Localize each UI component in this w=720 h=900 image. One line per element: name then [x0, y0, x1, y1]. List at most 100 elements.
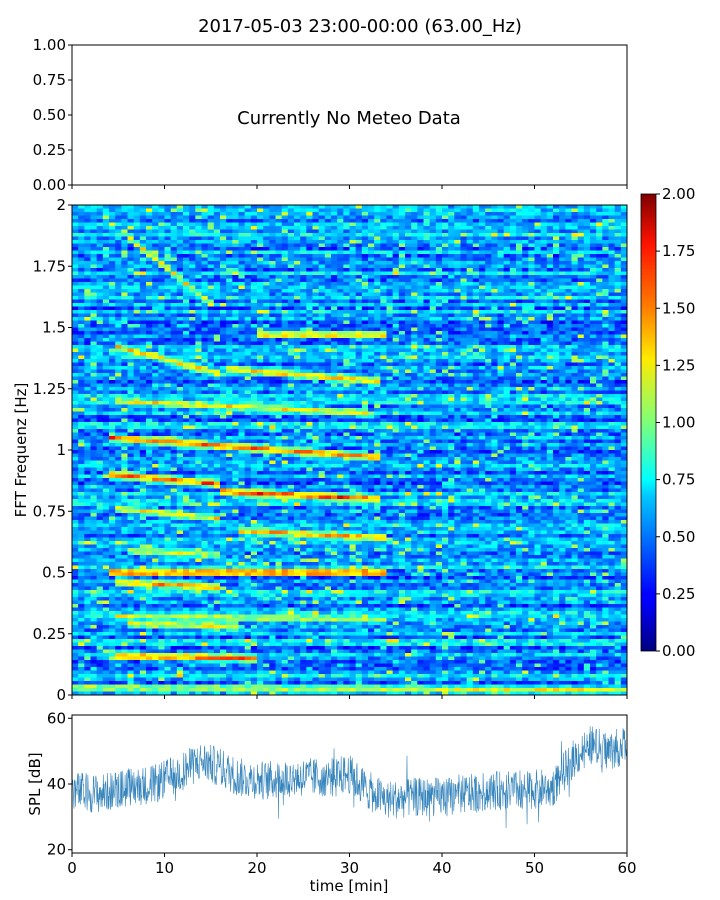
spectrogram-cell — [263, 236, 270, 241]
spectrogram-cell — [479, 310, 486, 314]
spectrogram-cell — [183, 268, 190, 272]
spectrogram-cell — [195, 289, 202, 293]
spectrogram-cell — [238, 303, 246, 307]
spectrogram-cell — [596, 369, 603, 374]
spectrogram-cell — [133, 268, 141, 272]
spectrogram-cell — [226, 243, 233, 248]
spectrogram-cell — [275, 236, 283, 241]
spectrogram-cell — [84, 247, 91, 251]
spectrogram-cell — [287, 299, 295, 304]
spectrogram-cell — [78, 268, 85, 272]
spectrogram-cell — [503, 292, 511, 297]
spectrogram-cell — [553, 338, 560, 342]
spectrogram-cell — [324, 278, 332, 283]
spectrogram-cell — [590, 334, 597, 339]
spectrogram-cell — [343, 205, 350, 209]
spectrogram-cell — [78, 215, 85, 220]
spectrogram-cell — [72, 394, 79, 398]
spectrogram-cell — [577, 352, 585, 356]
spectrogram-cell — [102, 215, 110, 220]
spectrogram-cell — [620, 268, 628, 272]
spectrogram-cell — [238, 278, 246, 283]
spectrogram-cell — [226, 390, 233, 395]
spectrogram-cell — [226, 306, 233, 311]
spectrogram-cell — [96, 373, 104, 377]
spectrogram-cell — [84, 285, 91, 290]
spectrogram-cell — [220, 282, 227, 286]
spectrogram-cell — [207, 243, 215, 248]
spectrogram-cell — [454, 331, 461, 335]
spectrogram-cell — [207, 331, 215, 335]
spectrogram-cell — [102, 222, 110, 227]
spectrogram-cell — [534, 359, 542, 363]
spectrogram-cell — [355, 212, 363, 216]
spectrogram-cell — [534, 320, 542, 325]
spectrogram-cell — [275, 233, 283, 237]
spectrogram-cell — [84, 250, 91, 255]
spectrogram-cell — [571, 275, 579, 279]
spectrogram-cell — [491, 275, 498, 279]
spectrogram-cell — [380, 373, 387, 377]
spectrogram-cell — [115, 215, 122, 220]
spectrogram-cell — [479, 215, 486, 220]
spectrogram-cell — [213, 373, 221, 377]
spectrogram-cell — [466, 334, 474, 339]
spectrogram-cell — [109, 254, 116, 258]
spectrogram-cell — [127, 240, 135, 244]
spectrogram-cell — [96, 226, 104, 230]
spectrogram-cell — [534, 271, 542, 276]
spectrogram-cell — [331, 390, 338, 395]
spectrogram-cell — [368, 222, 375, 227]
spectrogram-cell — [516, 387, 523, 391]
spectrogram-cell — [78, 394, 85, 398]
spectrogram-cell — [294, 390, 301, 395]
spectrogram-cell — [423, 359, 431, 363]
spectrogram-cell — [590, 376, 597, 381]
spectrogram-cell — [300, 285, 307, 290]
spectrogram-cell — [84, 226, 91, 230]
spectrogram-cell — [466, 229, 474, 234]
spectrogram-cell — [232, 366, 239, 370]
spectrogram-cell — [183, 387, 190, 391]
spectrogram-cell — [263, 324, 270, 328]
spectrogram-cell — [195, 383, 202, 388]
spectrogram-cell — [170, 317, 178, 321]
spectrogram-cell — [139, 334, 147, 339]
spectrogram-cell — [96, 296, 104, 300]
spectrogram-cell — [195, 222, 202, 227]
spectrogram-cell — [294, 338, 301, 342]
spectrogram-cell — [442, 268, 449, 272]
spectrogram-cell — [380, 236, 387, 241]
spectrogram-cell — [479, 278, 486, 283]
spectrogram-cell — [620, 247, 628, 251]
spectrogram-cell — [152, 261, 159, 265]
spectrogram-cell — [275, 229, 283, 234]
spectrogram-cell — [405, 380, 412, 384]
spectrogram-cell — [306, 226, 313, 230]
spectrogram-cell — [287, 334, 295, 339]
spectrogram-cell — [294, 208, 301, 213]
spectrogram-cell — [620, 313, 628, 318]
spectrogram-cell — [158, 334, 165, 339]
spectrogram-cell — [442, 292, 449, 297]
spectrogram-cell — [318, 282, 326, 286]
spectrogram-cell — [620, 250, 628, 255]
spectrogram-cell — [398, 275, 406, 279]
spectrogram-cell — [442, 219, 449, 223]
spectrogram-cell — [559, 313, 566, 318]
spectrogram-cell — [300, 387, 307, 391]
spectrogram-cell — [109, 229, 116, 234]
spectrogram-cell — [460, 212, 468, 216]
spectrogram-cell — [509, 215, 517, 220]
spectrogram-cell — [294, 296, 301, 300]
spectrogram-cell — [472, 345, 480, 349]
spectrogram-cell — [417, 376, 424, 381]
spectrogram-cell — [281, 208, 289, 213]
spectrogram-cell — [503, 355, 511, 360]
spectrogram-cell — [460, 268, 468, 272]
spectrogram-cell — [115, 306, 122, 311]
spectrogram-cell — [115, 254, 122, 258]
spectrogram-cell — [102, 240, 110, 244]
spectrogram-cell — [244, 369, 252, 374]
spectrogram-cell — [324, 348, 332, 353]
